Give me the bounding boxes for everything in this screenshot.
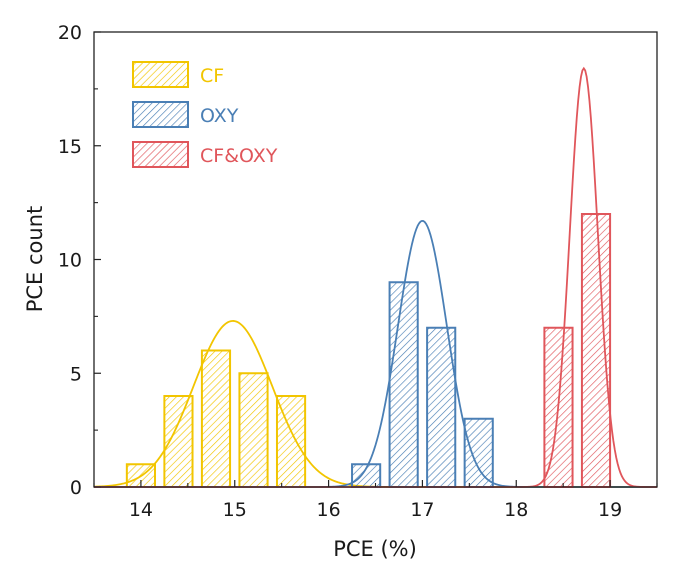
series-oxy	[94, 219, 657, 488]
legend-swatch	[132, 61, 189, 88]
histogram-bar	[388, 281, 419, 488]
legend-label: OXY	[200, 105, 239, 127]
x-tick-label: 18	[504, 499, 528, 521]
histogram-bar	[200, 349, 232, 488]
x-tick-label: 17	[410, 499, 434, 521]
legend-swatch	[132, 141, 189, 168]
y-axis-title: PCE count	[23, 206, 47, 313]
series-cf	[93, 320, 657, 488]
y-tick-label: 10	[58, 250, 82, 272]
x-tick-label: 14	[129, 499, 153, 521]
legend-swatch	[132, 101, 189, 128]
histogram-bar	[463, 417, 494, 488]
y-tick-label: 0	[70, 477, 82, 499]
legend-item: CF	[132, 61, 224, 88]
axes: 14 15 16 17 18 19 0 5 10 15 20	[58, 22, 658, 521]
histogram-bar	[580, 213, 612, 488]
y-tick-label: 20	[58, 22, 82, 44]
x-axis-title: PCE (%)	[333, 537, 417, 561]
histogram-bar	[238, 372, 269, 488]
legend-label: CF&OXY	[200, 145, 278, 167]
y-tick-label: 15	[58, 136, 82, 158]
legend-item: OXY	[132, 101, 239, 128]
legend: CF OXY CF&OXY	[132, 61, 278, 168]
y-tick-label: 5	[70, 363, 82, 385]
plot-marks	[93, 66, 657, 488]
x-tick-label: 19	[598, 499, 622, 521]
legend-label: CF	[200, 65, 224, 87]
x-tick-label: 16	[316, 499, 340, 521]
legend-item: CF&OXY	[132, 141, 278, 168]
x-tick-label: 15	[223, 499, 247, 521]
